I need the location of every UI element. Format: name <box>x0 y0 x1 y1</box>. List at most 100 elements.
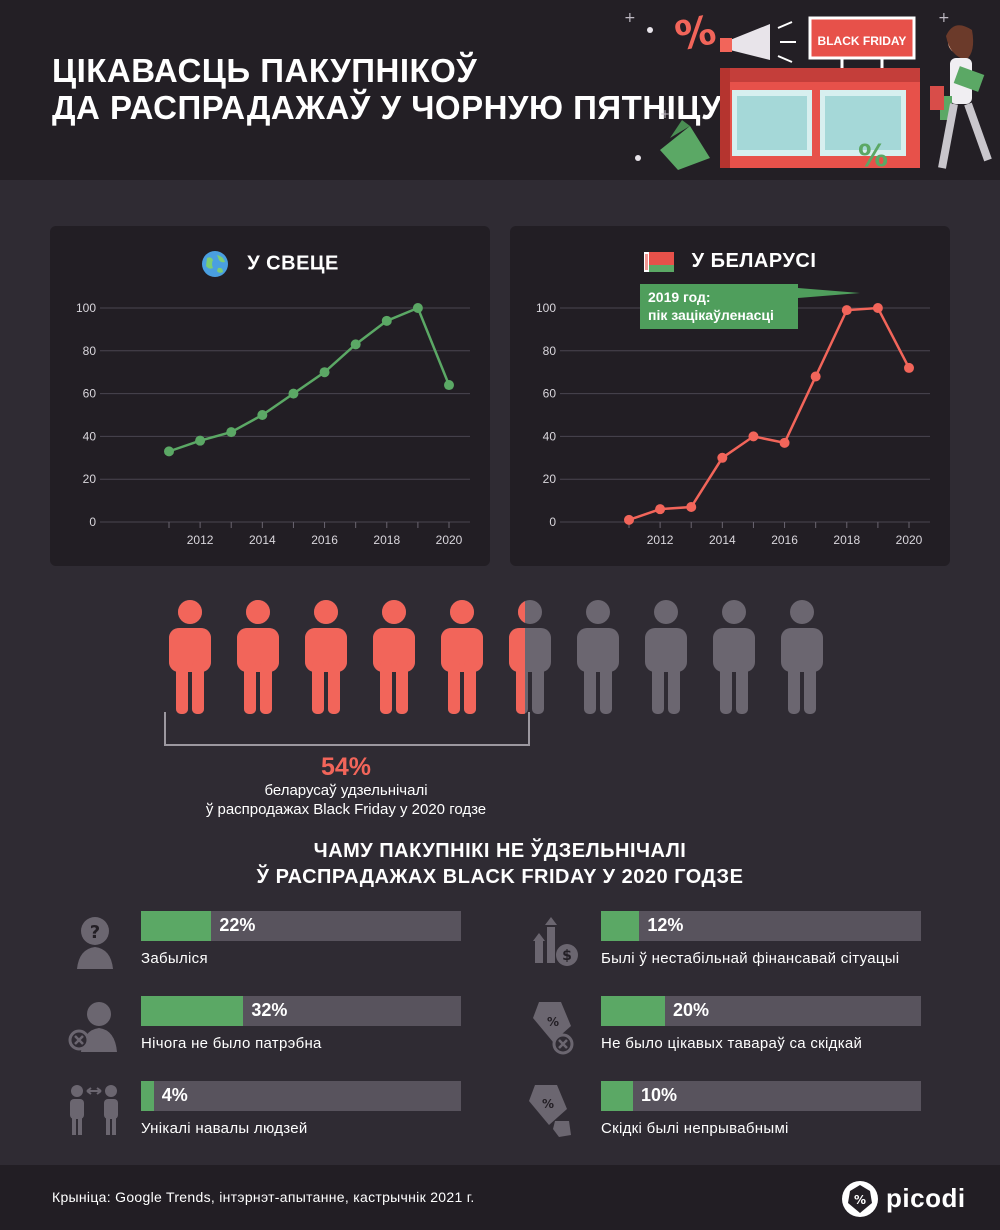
y-tick-label: 40 <box>83 429 97 443</box>
y-tick-label: 80 <box>83 344 97 358</box>
data-point <box>226 427 237 438</box>
x-tick-label: 2018 <box>373 533 400 547</box>
svg-text:%: % <box>854 1193 866 1207</box>
y-tick-label: 100 <box>76 301 96 315</box>
y-tick-label: 20 <box>543 472 557 486</box>
reason-label: Унікалі навалы людзей <box>141 1120 308 1137</box>
reason-label: Забыліся <box>141 950 208 967</box>
x-tick-label: 2016 <box>311 533 338 547</box>
person-cross-icon <box>68 1002 117 1052</box>
y-tick-label: 40 <box>543 429 557 443</box>
data-point <box>164 446 174 457</box>
reason-bar-fill <box>601 911 640 941</box>
world-chart-title: У СВЕЦЕ <box>50 250 490 278</box>
x-tick-label: 2018 <box>833 533 860 547</box>
data-point <box>872 303 883 313</box>
svg-text:+: + <box>660 107 670 121</box>
source-note: Крыніца: Google Trends, інтэрнэт-апытанн… <box>52 1189 475 1205</box>
data-point <box>381 315 392 326</box>
reason-percent: 20% <box>673 1000 710 1020</box>
x-tick-label: 2020 <box>436 533 463 547</box>
participation-description: беларусаў удзельнічалі ў распродажах Bla… <box>0 781 692 819</box>
reason-bar-track: 32% <box>141 996 461 1026</box>
belarus-line-chart: 0 20 40 60 80 100 2012 2014 2016 2018 2020 <box>536 301 930 547</box>
data-point <box>444 380 454 391</box>
reason-label: Былі ў нестабільнай фінансавай сітуацыі <box>601 950 900 967</box>
person-icon <box>441 600 483 714</box>
data-point <box>748 431 759 442</box>
series-line <box>168 306 451 453</box>
y-tick-label: 20 <box>83 472 97 486</box>
data-point <box>841 305 852 316</box>
belarus-chart-panel: У БЕЛАРУСІ 0 20 40 60 80 100 2012 2014 2016 2018 2… <box>510 226 950 566</box>
title-line-2: ДА РАСПРАДАЖАЎ У ЧОРНУЮ ПЯТНІЦУ <box>52 89 722 126</box>
money-chart-icon: $ <box>533 917 578 966</box>
x-tick-label: 2012 <box>647 533 674 547</box>
data-point <box>686 502 697 513</box>
y-tick-label: 80 <box>543 344 557 358</box>
person-icon <box>509 600 551 714</box>
x-tick-label: 2014 <box>709 533 736 547</box>
data-point <box>624 514 634 525</box>
reason-bar-fill <box>141 1081 154 1111</box>
people-distance-icon <box>70 1085 118 1135</box>
world-chart-panel: У СВЕЦЕ 0 20 40 60 80 100 2012 2014 2016 2018 2020 <box>50 226 490 566</box>
data-point <box>904 362 914 373</box>
reason-item: $12% Былі ў нестабільнай фінансавай сітуа… <box>525 911 935 971</box>
person-icon <box>305 600 347 714</box>
data-point <box>779 437 790 448</box>
reason-item: 4% Унікалі навалы людзей <box>65 1081 475 1141</box>
reason-percent: 22% <box>219 915 256 935</box>
reason-bar-track: 4% <box>141 1081 461 1111</box>
world-line-chart: 0 20 40 60 80 100 2012 2014 2016 2018 2020 <box>76 301 470 547</box>
reason-bar-fill <box>141 911 212 941</box>
reason-bar-track: 20% <box>601 996 921 1026</box>
person-icon <box>169 600 211 714</box>
title-line-1: ЦІКАВАСЦЬ ПАКУПНІКОЎ <box>52 52 478 89</box>
participation-desc-line2: ў распродажах Black Friday у 2020 годзе <box>205 801 487 818</box>
reason-bar-fill <box>601 1081 633 1111</box>
reason-label: Не было цікавых тавараў са скідкай <box>601 1035 863 1052</box>
svg-text:$: $ <box>562 948 572 964</box>
svg-text:+: + <box>624 10 636 26</box>
person-icon <box>373 600 415 714</box>
reason-bar-track: 10% <box>601 1081 921 1111</box>
person-icon <box>577 600 619 714</box>
person-icon <box>237 600 279 714</box>
participation-people-icons <box>169 600 823 714</box>
x-tick-label: 2016 <box>771 533 798 547</box>
svg-text:%: % <box>547 1015 559 1029</box>
reason-bar-fill <box>141 996 244 1026</box>
black-friday-shop-illustration: + + + % BLACK FRIDAY % <box>624 7 992 174</box>
svg-text:%: % <box>858 139 888 174</box>
reason-bar-fill <box>601 996 665 1026</box>
data-point <box>412 303 423 313</box>
picodi-logo: % picodi <box>838 1177 965 1221</box>
data-point <box>350 339 361 350</box>
reason-item: 32% Нічога не было патрэбна <box>65 996 475 1056</box>
reasons-title-line2: Ў РАСПРАДАЖАХ BLACK FRIDAY У 2020 ГОДЗЕ <box>256 866 744 888</box>
x-tick-label: 2012 <box>187 533 214 547</box>
svg-text:?: ? <box>90 922 100 943</box>
data-point <box>257 410 268 420</box>
y-tick-label: 60 <box>83 387 97 401</box>
data-point <box>810 371 821 382</box>
x-tick-label: 2020 <box>896 533 923 547</box>
picodi-logo-text: picodi <box>886 1183 966 1213</box>
page-title: ЦІКАВАСЦЬ ПАКУПНІКОЎ ДА РАСПРАДАЖАЎ У ЧО… <box>52 52 722 126</box>
belarus-chart-title: У БЕЛАРУСІ <box>510 250 950 273</box>
reasons-title-line1: ЧАМУ ПАКУПНІКІ НЕ ЎДЗЕЛЬНІЧАЛІ <box>313 840 687 862</box>
data-point <box>655 504 666 515</box>
reason-item: % 10% Скідкі былі непрывабнымі <box>525 1081 935 1141</box>
reason-percent: 32% <box>251 1000 288 1020</box>
y-tick-label: 0 <box>549 515 556 529</box>
reason-percent: 12% <box>647 915 684 935</box>
peak-annotation-line1: 2019 год: <box>648 289 711 305</box>
reasons-title: ЧАМУ ПАКУПНІКІ НЕ ЎДЗЕЛЬНІЧАЛІ Ў РАСПРАД… <box>0 838 1000 890</box>
reason-item: % 20% Не было цікавых тавараў са скідкай <box>525 996 935 1056</box>
data-point <box>717 452 728 463</box>
reason-percent: 4% <box>161 1085 188 1105</box>
reason-percent: 10% <box>641 1085 678 1105</box>
reason-label: Скідкі былі непрывабнымі <box>601 1120 789 1137</box>
reason-label: Нічога не было патрэбна <box>141 1035 322 1052</box>
